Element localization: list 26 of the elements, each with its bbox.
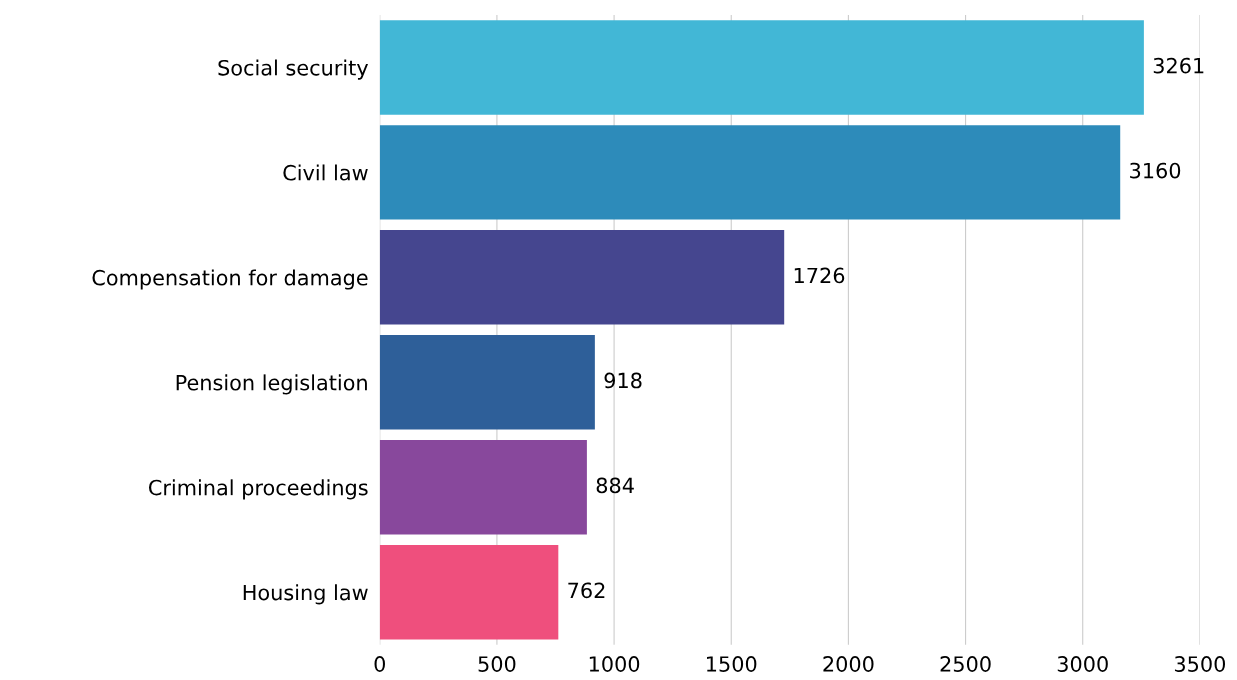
x-tick-label: 2000	[823, 656, 874, 672]
y-tick-label: Criminal proceedings	[149, 479, 368, 500]
bar	[379, 230, 785, 325]
y-tick-label: Compensation for damage	[92, 269, 368, 290]
x-tick-label: 1000	[589, 656, 640, 672]
bar	[379, 335, 595, 430]
data-label: 918	[604, 372, 642, 389]
y-tick-label: Housing law	[243, 584, 368, 605]
x-tick-label: 0	[374, 656, 385, 672]
y-tick-label: Civil law	[283, 164, 368, 181]
bar	[379, 20, 1144, 115]
x-tick-label: 1500	[707, 656, 757, 672]
data-label: 1726	[794, 267, 845, 284]
bar	[379, 125, 1121, 220]
y-tick-label: Social security	[218, 59, 369, 80]
data-label: 3160	[1130, 162, 1181, 179]
y-tick-label: Pension legislation	[176, 374, 367, 395]
bar	[379, 544, 559, 640]
bar	[379, 439, 587, 535]
x-tick-label: 3000	[1057, 656, 1108, 672]
x-tick-label: 3500	[1174, 656, 1226, 672]
x-tick-label: 500	[478, 656, 516, 672]
data-label: 884	[596, 477, 634, 494]
data-label: 762	[568, 582, 605, 599]
data-label: 3261	[1153, 57, 1204, 74]
x-tick-label: 2500	[940, 656, 991, 672]
